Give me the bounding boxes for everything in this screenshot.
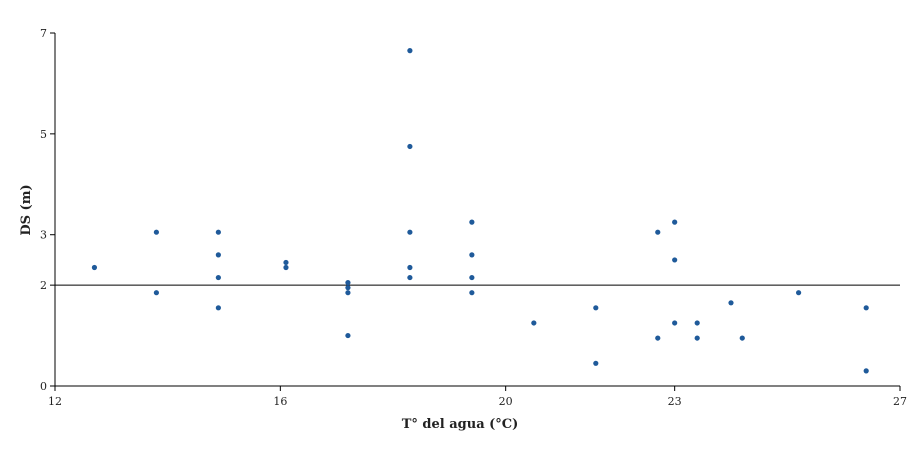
data-point [407,143,413,150]
y-tick-label: 7 [40,27,47,40]
data-points [91,48,869,374]
data-point [531,320,537,326]
data-point [91,264,98,271]
data-point [694,335,700,341]
y-tick-label: 5 [40,128,47,141]
data-point [796,290,802,296]
data-point [407,229,413,235]
data-point [593,305,599,311]
data-point [728,300,734,306]
data-point [215,305,221,311]
data-point [863,305,869,311]
data-point [407,48,413,54]
x-tick-label: 27 [893,395,907,408]
data-point [694,320,700,326]
data-point [469,252,475,258]
data-point [672,257,678,263]
data-point [215,274,221,281]
y-axis-title: DS (m) [19,184,34,235]
data-point [469,274,475,281]
data-point [672,219,678,225]
data-point [407,264,413,271]
data-point [863,368,869,374]
data-point [469,290,475,296]
data-point [672,320,678,326]
data-point [407,274,413,281]
data-point [283,259,289,266]
data-point [345,332,351,339]
y-axis: 0 2 3 5 7 [40,27,56,393]
data-point [215,229,221,235]
y-tick-label: 3 [40,229,47,242]
data-point [345,285,351,291]
data-point [345,280,351,286]
x-tick-label: 23 [668,395,682,408]
data-point [655,335,661,341]
data-point [283,264,289,271]
x-tick-label: 12 [48,395,62,408]
data-point [153,229,159,235]
data-point [345,290,351,296]
x-tick-label: 20 [499,395,513,408]
data-point [739,335,745,341]
y-tick-label: 2 [40,279,47,292]
x-tick-label: 16 [273,395,287,408]
y-tick-label: 0 [40,380,47,393]
data-point [593,360,599,366]
x-axis-title: T° del agua (°C) [402,417,519,432]
x-axis: 12 16 20 23 27 [48,385,907,408]
data-point [655,229,661,235]
data-point [469,219,475,225]
data-point [153,290,159,296]
data-point [215,252,221,258]
